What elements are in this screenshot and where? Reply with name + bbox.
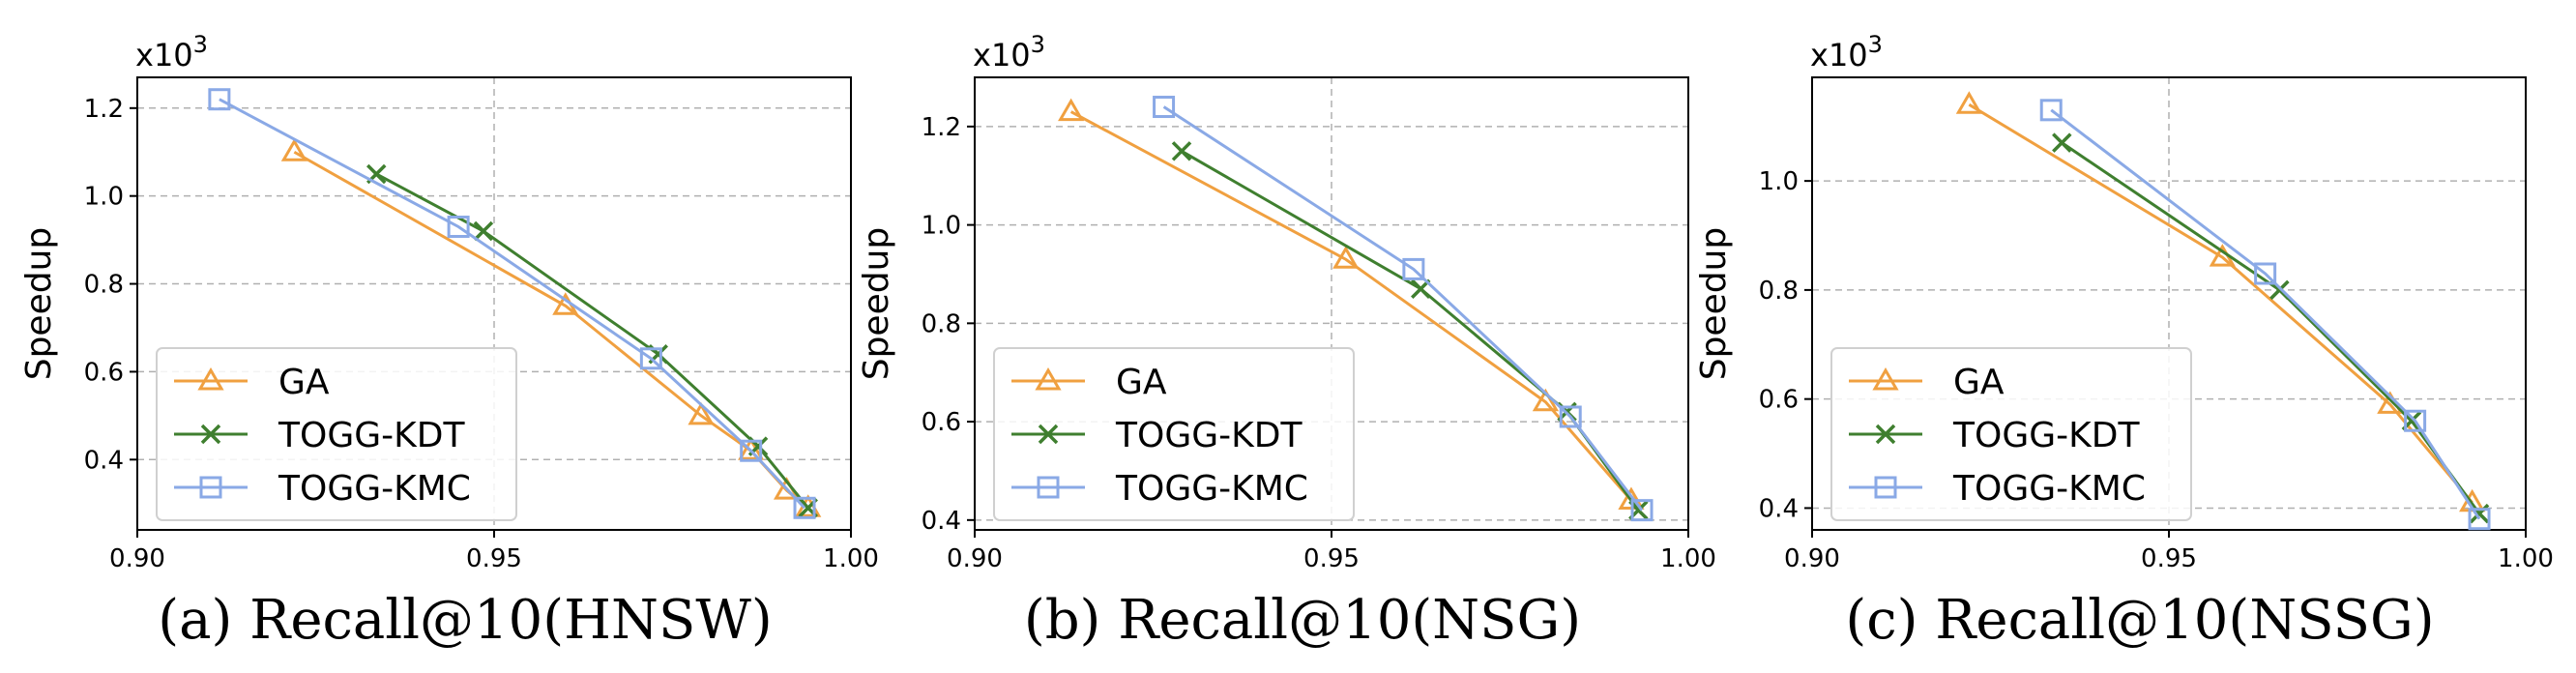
- legend-label: GA: [278, 363, 330, 402]
- y-tick-label: 0.8: [84, 271, 124, 300]
- legend-label: GA: [1116, 363, 1167, 402]
- data-point-togg-kmc: [639, 347, 662, 370]
- legend-label: TOGG-KDT: [1952, 416, 2140, 455]
- y-multiplier: x103: [135, 31, 208, 73]
- chart-caption: (c) Recall@10(NSSG): [1845, 589, 2434, 652]
- y-multiplier: x103: [973, 31, 1045, 73]
- legend-marker: [200, 424, 221, 445]
- data-point-togg-kmc: [2404, 409, 2427, 432]
- data-point-togg-kmc: [447, 215, 470, 238]
- data-point-ga: [688, 401, 715, 425]
- y-multiplier-exponent: 3: [1031, 31, 1045, 58]
- legend-label: TOGG-KMC: [1115, 469, 1308, 509]
- chart-panel-1: 0.90 0.95 1.00 0.4 0.6 0.8 1.0 1.2 Speedup x103 GA…: [19, 31, 879, 652]
- data-point-ga: [1955, 91, 1982, 114]
- data-point-togg-kdt: [473, 220, 494, 242]
- data-point-togg-kdt: [2052, 132, 2072, 153]
- legend-box: [1830, 347, 2192, 521]
- y-axis-label: Speedup: [19, 227, 59, 381]
- y-tick-label: 0.4: [922, 507, 961, 536]
- x-tick-label: 0.95: [2141, 544, 2197, 573]
- y-tick-label: 1.2: [922, 113, 961, 142]
- y-multiplier-base: x10: [973, 37, 1031, 73]
- chart-caption: (b) Recall@10(NSG): [1024, 589, 1581, 652]
- y-tick-label: 1.2: [84, 95, 124, 124]
- data-point-ga: [1058, 98, 1085, 122]
- data-point-togg-kmc: [1559, 405, 1582, 428]
- data-point-ga: [1532, 388, 1560, 412]
- legend-marker: [1037, 476, 1060, 499]
- data-point-togg-kmc: [2039, 99, 2063, 122]
- y-tick-label: 1.0: [1759, 167, 1799, 196]
- x-tick-label: 0.90: [947, 544, 1003, 573]
- data-point-ga: [1332, 246, 1360, 269]
- legend-marker: [199, 476, 222, 499]
- legend-label: TOGG-KMC: [1952, 469, 2146, 509]
- y-tick-label: 1.0: [922, 212, 961, 241]
- data-point-togg-kmc: [1153, 96, 1176, 119]
- legend-marker: [197, 367, 224, 391]
- y-tick-label: 0.6: [84, 358, 124, 387]
- legend-label: TOGG-KDT: [1115, 416, 1303, 455]
- x-tick-label: 0.90: [1784, 544, 1840, 573]
- legend-label: TOGG-KMC: [278, 469, 471, 509]
- data-point-togg-kmc: [1630, 499, 1654, 522]
- y-multiplier-exponent: 3: [193, 31, 208, 58]
- legend-marker: [1872, 367, 1899, 391]
- series-line-togg-kmc: [219, 98, 806, 510]
- y-multiplier-exponent: 3: [1868, 31, 1883, 58]
- y-tick-label: 0.8: [1759, 277, 1799, 306]
- data-point-togg-kmc: [793, 496, 816, 519]
- legend-marker: [1875, 424, 1896, 445]
- data-point-togg-kdt: [1171, 141, 1192, 161]
- y-multiplier-base: x10: [1810, 37, 1868, 73]
- legend-box: [993, 347, 1355, 521]
- y-multiplier-base: x10: [135, 37, 193, 73]
- legend-marker: [1874, 476, 1897, 499]
- y-tick-label: 0.4: [84, 446, 124, 475]
- series-line-togg-kmc: [2050, 108, 2481, 520]
- data-point-ga: [280, 138, 307, 161]
- chart-panel-2: 0.90 0.95 1.00 0.4 0.6 0.8 1.0 1.2 Speedup x103 GA…: [857, 31, 1716, 652]
- y-axis-label: Speedup: [1694, 227, 1734, 381]
- series-line-togg-kmc: [1162, 105, 1644, 512]
- legend-box: [156, 347, 517, 521]
- x-tick-label: 1.00: [2498, 544, 2554, 573]
- chart-caption: (a) Recall@10(HNSW): [158, 589, 772, 652]
- legend-label: TOGG-KDT: [278, 416, 465, 455]
- legend-marker: [1035, 367, 1062, 391]
- x-tick-label: 0.95: [1303, 544, 1360, 573]
- series-line-ga: [1069, 110, 1633, 502]
- x-tick-label: 1.00: [1660, 544, 1716, 573]
- data-point-togg-kmc: [740, 439, 763, 462]
- y-tick-label: 0.8: [922, 309, 961, 338]
- y-tick-label: 0.4: [1759, 494, 1799, 523]
- chart-panel-3: 0.90 0.95 1.00 0.4 0.6 0.8 1.0 Speedup x103 GA TOG…: [1694, 31, 2554, 652]
- y-multiplier: x103: [1810, 31, 1883, 73]
- data-point-togg-kmc: [2254, 262, 2277, 285]
- x-tick-label: 1.00: [823, 544, 879, 573]
- legend-marker: [1038, 424, 1059, 445]
- y-tick-label: 1.0: [84, 183, 124, 212]
- data-point-togg-kmc: [208, 88, 231, 111]
- y-axis-label: Speedup: [857, 227, 896, 381]
- x-tick-label: 0.95: [466, 544, 522, 573]
- legend-label: GA: [1953, 363, 2005, 402]
- x-tick-label: 0.90: [109, 544, 165, 573]
- y-tick-label: 0.6: [922, 408, 961, 437]
- y-tick-label: 0.6: [1759, 386, 1799, 415]
- data-point-togg-kmc: [2468, 508, 2491, 531]
- series-line-ga: [1968, 102, 2474, 504]
- data-point-togg-kmc: [1402, 257, 1425, 280]
